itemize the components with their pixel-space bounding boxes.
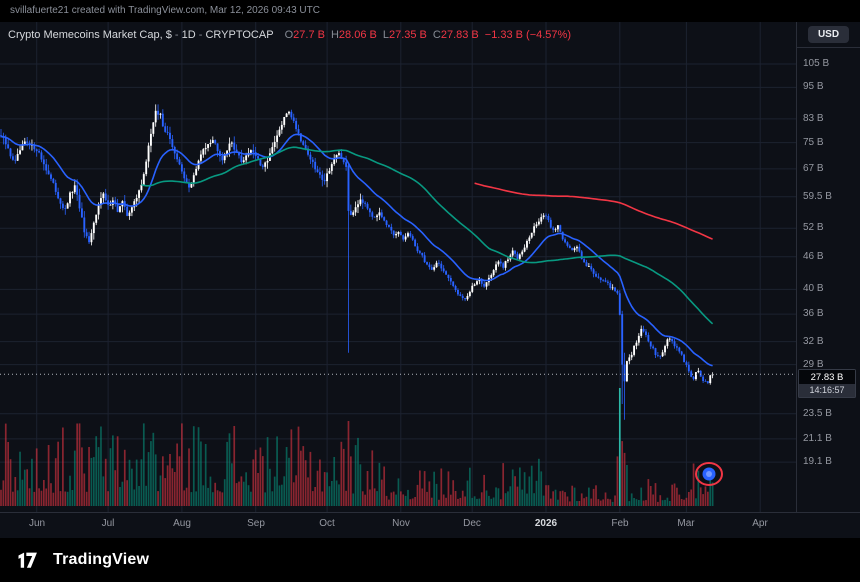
time-axis-label: 2026 — [534, 518, 558, 529]
price-axis-label: 83 B — [803, 113, 824, 124]
ma-line-60 — [141, 146, 714, 325]
last-price-value: 27.83 B — [798, 369, 856, 384]
annotation-circle — [695, 462, 723, 486]
candles — [0, 104, 714, 420]
chart-area: Crypto Memecoins Market Cap, $ - 1D - CR… — [0, 22, 796, 512]
price-axis-label: 95 B — [803, 81, 824, 92]
ohlc-close-label: C — [432, 29, 441, 41]
ma-line-20 — [0, 133, 713, 367]
ohlc-low-value: 27.35 B — [388, 29, 427, 41]
price-axis-label: 19.1 B — [803, 456, 832, 467]
price-axis-label: 52 B — [803, 222, 824, 233]
price-axis-label: 67 B — [803, 163, 824, 174]
chart-legend: Crypto Memecoins Market Cap, $ - 1D - CR… — [8, 29, 571, 41]
footer-bar: TradingView — [0, 538, 860, 582]
time-axis-label: Nov — [392, 518, 410, 529]
ma-lines — [0, 133, 714, 367]
ohlc-low-label: L — [382, 29, 389, 41]
price-axis-label: 36 B — [803, 308, 824, 319]
price-axis-label: 105 B — [803, 58, 830, 69]
price-axis-label: 40 B — [803, 283, 824, 294]
currency-usd-button[interactable]: USD — [807, 26, 850, 43]
ohlc-high-value: 28.06 B — [338, 29, 377, 41]
grid — [0, 22, 796, 512]
price-axis-label: 46 B — [803, 251, 824, 262]
tradingview-logo-icon — [18, 552, 37, 568]
time-axis[interactable]: Jun Jul Aug Sep Oct Nov Dec 2026 Feb Mar Apr — [0, 512, 860, 538]
time-axis-label: Mar — [677, 518, 695, 529]
time-axis-label: Sep — [247, 518, 265, 529]
ohlc-open-label: O — [284, 29, 294, 41]
price-axis-label: 59.5 B — [803, 191, 832, 202]
time-axis-label: Dec — [463, 518, 481, 529]
price-axis[interactable]: USD 27.83 B 14:16:57 105 B 95 B 83 B 75 B 67… — [796, 22, 860, 512]
change-value: −1.33 B (−4.57%) — [484, 29, 571, 41]
bar-countdown: 14:16:57 — [798, 384, 856, 398]
price-axis-label: 23.5 B — [803, 408, 832, 419]
time-axis-label: Aug — [173, 518, 191, 529]
interval-label[interactable]: 1D — [181, 29, 196, 41]
time-axis-label: Jun — [28, 518, 46, 529]
ma-line-200 — [474, 182, 713, 240]
tradingview-logo[interactable]: TradingView — [12, 551, 149, 570]
exchange-label[interactable]: CRYPTOCAP — [205, 29, 274, 41]
attribution-text: svillafuerte21 created with TradingView.… — [10, 5, 320, 16]
ohlc-open-value: 27.7 B — [293, 29, 325, 41]
separator: - — [171, 29, 182, 41]
price-axis-label: 29 B — [803, 359, 824, 370]
time-axis-label: Oct — [319, 518, 335, 529]
price-axis-label: 75 B — [803, 137, 824, 148]
ohlc-high-label: H — [330, 29, 339, 41]
volume-bars — [0, 388, 714, 506]
price-axis-label: 21.1 B — [803, 433, 832, 444]
ohlc-close-value: 27.83 B — [440, 29, 479, 41]
time-axis-label: Apr — [752, 518, 768, 529]
tradingview-wordmark: TradingView — [53, 551, 150, 568]
annotation-marker-inner — [706, 471, 712, 477]
attribution-bar: svillafuerte21 created with TradingView.… — [0, 0, 860, 22]
time-axis-label: Feb — [611, 518, 629, 529]
price-axis-header: USD — [797, 22, 860, 48]
symbol-title[interactable]: Crypto Memecoins Market Cap, $ — [8, 29, 172, 41]
price-axis-label: 32 B — [803, 336, 824, 347]
annotation-marker — [702, 467, 716, 481]
time-axis-label: Jul — [101, 518, 115, 529]
separator: - — [195, 29, 206, 41]
price-chart-canvas[interactable] — [0, 22, 796, 512]
last-price-tag: 27.83 B 14:16:57 — [798, 369, 856, 398]
